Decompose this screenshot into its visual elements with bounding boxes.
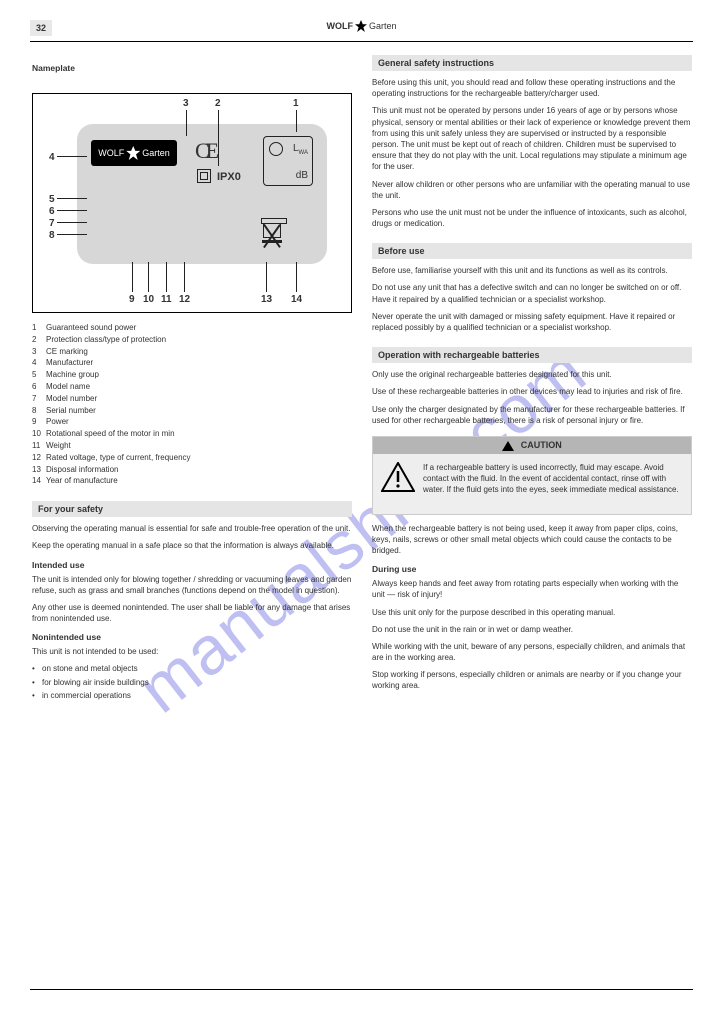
callout-5: 5 [49, 194, 55, 205]
before-para-2: Do not use any unit that has a defective… [372, 282, 692, 304]
ipx0-text: IPX0 [217, 171, 241, 183]
callout-9: 9 [129, 294, 135, 305]
during-para-5: Stop working if persons, especially chil… [372, 669, 692, 691]
general-para-3: Never allow children or other persons wh… [372, 179, 692, 201]
during-para-2: Use this unit only for the purpose descr… [372, 607, 692, 618]
page-number: 32 [30, 20, 52, 36]
callout-14: 14 [291, 294, 302, 305]
nonintended-bullet-list: on stone and metal objects for blowing ai… [32, 663, 352, 701]
callout-13: 13 [261, 294, 272, 305]
callout-10: 10 [143, 294, 154, 305]
callout-3: 3 [183, 98, 189, 109]
batt-para-2: Use of these rechargeable batteries in o… [372, 386, 692, 397]
section-bar-batteries: Operation with rechargeable batteries [372, 347, 692, 363]
intended-use-para-2: Any other use is deemed nonintended. The… [32, 602, 352, 624]
legend-row: 10Rotational speed of the motor in min [32, 429, 352, 440]
legend-row: 8Serial number [32, 406, 352, 417]
caution-block: CAUTION If a rechargeable battery is use… [372, 436, 692, 515]
warning-triangle-icon [502, 441, 514, 451]
callout-11: 11 [161, 294, 172, 305]
batt-para-1: Only use the original rechargeable batte… [372, 369, 692, 380]
noise-label-icon: LWA dB [263, 136, 313, 186]
legend-row: 12Rated voltage, type of current, freque… [32, 453, 352, 464]
nameplate-inner: WOLF Garten CE IPX0 LWA dB [77, 124, 327, 264]
during-use-heading: During use [372, 564, 692, 574]
ce-mark-icon: CE [195, 138, 215, 164]
class2-icon [197, 169, 211, 183]
bullet-item: for blowing air inside buildings [32, 677, 352, 688]
callout-8: 8 [49, 230, 55, 241]
wolf-icon [126, 146, 140, 160]
intended-use-para: The unit is intended only for blowing to… [32, 574, 352, 596]
db-text: dB [296, 170, 308, 181]
legend-row: 11Weight [32, 441, 352, 452]
microphone-icon [269, 142, 283, 156]
during-para-4: While working with the unit, beware of a… [372, 641, 692, 663]
intended-use-heading: Intended use [32, 560, 352, 570]
nonintended-intro: This unit is not intended to be used: [32, 646, 352, 657]
during-para-1: Always keep hands and feet away from rot… [372, 578, 692, 600]
caution-text: If a rechargeable battery is used incorr… [423, 463, 679, 494]
safety-para-2: Keep the operating manual in a safe plac… [32, 540, 352, 551]
caution-title: CAUTION [521, 440, 562, 450]
nonintended-heading: Nonintended use [32, 632, 352, 642]
bullet-item: in commercial operations [32, 690, 352, 701]
nameplate-logo: WOLF Garten [91, 140, 177, 166]
safety-para-1: Observing the operating manual is essent… [32, 523, 352, 534]
footer-rule [30, 989, 693, 990]
legend-row: 4Manufacturer [32, 358, 352, 369]
weee-bin-icon [261, 224, 283, 250]
header-brand-logo: WOLF Garten [326, 20, 396, 32]
legend-row: 14Year of manufacture [32, 476, 352, 487]
callout-12: 12 [179, 294, 190, 305]
section-bar-general: General safety instructions [372, 55, 692, 71]
before-para-3: Never operate the unit with damaged or m… [372, 311, 692, 333]
callout-1: 1 [293, 98, 299, 109]
legend-row: 13Disposal information [32, 465, 352, 476]
page-header: 32 WOLF Garten [30, 20, 693, 42]
batt-para-4: When the rechargeable battery is not bei… [372, 523, 692, 557]
legend-row: 6Model name [32, 382, 352, 393]
during-para-3: Do not use the unit in the rain or in we… [372, 624, 692, 635]
brand-garten-text: Garten [369, 21, 397, 31]
batt-para-3: Use only the charger designated by the m… [372, 404, 692, 426]
legend-row: 1Guaranteed sound power [32, 323, 352, 334]
nameplate-heading: Nameplate [32, 63, 352, 73]
before-para-1: Before use, familiarise yourself with th… [372, 265, 692, 276]
general-para-4: Persons who use the unit must not be und… [372, 207, 692, 229]
legend-row: 9Power [32, 417, 352, 428]
np-garten: Garten [142, 148, 170, 158]
np-wolf: WOLF [98, 148, 124, 158]
caution-body: If a rechargeable battery is used incorr… [373, 454, 691, 514]
warning-triangle-icon [381, 462, 415, 492]
callout-6: 6 [49, 206, 55, 217]
general-para-1: Before using this unit, you should read … [372, 77, 692, 99]
bullet-item: on stone and metal objects [32, 663, 352, 674]
wolf-icon [355, 20, 367, 32]
caution-header: CAUTION [373, 437, 691, 454]
legend-row: 3CE marking [32, 347, 352, 358]
nameplate-legend-list: 1Guaranteed sound power2Protection class… [32, 323, 352, 487]
left-column: Nameplate WOLF Garten CE IPX0 LWA dB [32, 55, 352, 703]
section-bar-before: Before use [372, 243, 692, 259]
callout-7: 7 [49, 218, 55, 229]
section-bar-safety: For your safety [32, 501, 352, 517]
callout-4: 4 [49, 152, 55, 163]
callout-2: 2 [215, 98, 221, 109]
nameplate-diagram: WOLF Garten CE IPX0 LWA dB 3 2 1 [32, 93, 352, 313]
legend-row: 5Machine group [32, 370, 352, 381]
right-column: General safety instructions Before using… [372, 55, 692, 698]
legend-row: 2Protection class/type of protection [32, 335, 352, 346]
brand-wolf-text: WOLF [326, 21, 353, 31]
legend-row: 7Model number [32, 394, 352, 405]
general-para-2: This unit must not be operated by person… [372, 105, 692, 172]
lwa-text: LWA [293, 143, 308, 156]
